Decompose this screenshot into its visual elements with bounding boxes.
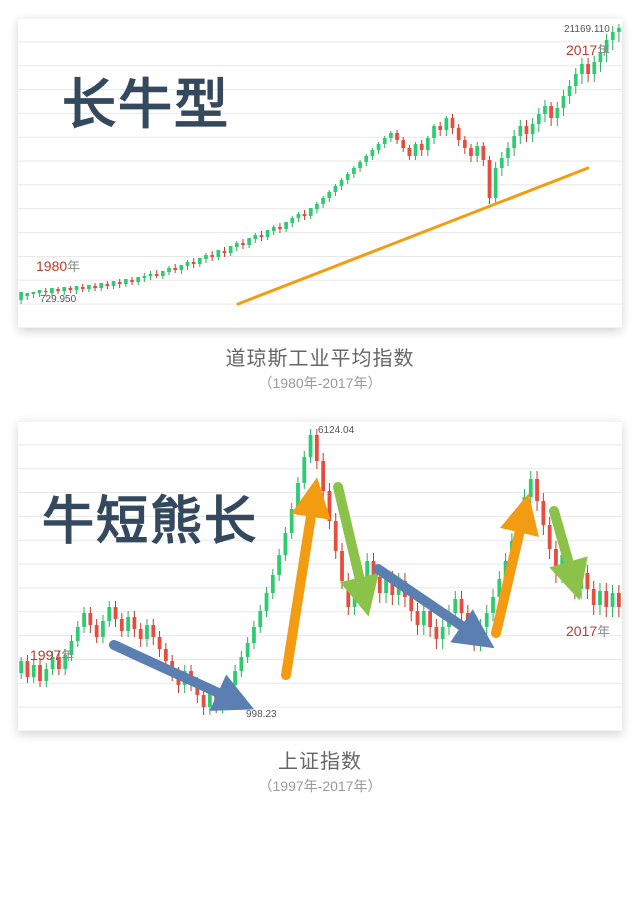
chart1-year-end: 2017年 — [566, 40, 610, 59]
sse-candlestick-chart — [18, 421, 622, 731]
chart2-big-label: 牛短熊长 — [42, 479, 258, 554]
sse-chart-card: 牛短熊长 1997年 2017年 6124.04 998.23 — [18, 421, 622, 731]
chart2-caption-title: 上证指数 — [10, 745, 630, 774]
year-end-num: 2017 — [566, 42, 597, 58]
chart2-price-high: 6124.04 — [318, 425, 354, 436]
year-start-num: 1980 — [36, 258, 67, 274]
chart2-year-end: 2017年 — [566, 621, 610, 640]
chart2-caption: 上证指数 （1997年-2017年） — [10, 745, 630, 796]
chart1-price-high: 21169.110 — [564, 24, 610, 35]
year-suffix: 年 — [597, 43, 610, 58]
chart2-price-low: 998.23 — [246, 709, 277, 720]
chart1-year-start: 1980年 — [36, 256, 80, 275]
chart1-caption: 道琼斯工业平均指数 （1980年-2017年） — [10, 342, 630, 393]
chart1-caption-title: 道琼斯工业平均指数 — [10, 342, 630, 371]
year-start-num: 1997 — [30, 647, 61, 663]
chart1-caption-sub: （1980年-2017年） — [10, 373, 630, 393]
year-suffix: 年 — [597, 624, 610, 639]
chart1-price-low: 729.950 — [40, 294, 76, 305]
dow-chart-card: 长牛型 1980年 2017年 21169.110 729.950 — [18, 18, 622, 328]
chart2-caption-sub: （1997年-2017年） — [10, 776, 630, 796]
chart1-big-label: 长牛型 — [62, 60, 230, 139]
chart2-year-start: 1997年 — [30, 645, 74, 664]
year-suffix: 年 — [67, 259, 80, 274]
year-end-num: 2017 — [566, 623, 597, 639]
year-suffix: 年 — [61, 648, 74, 663]
